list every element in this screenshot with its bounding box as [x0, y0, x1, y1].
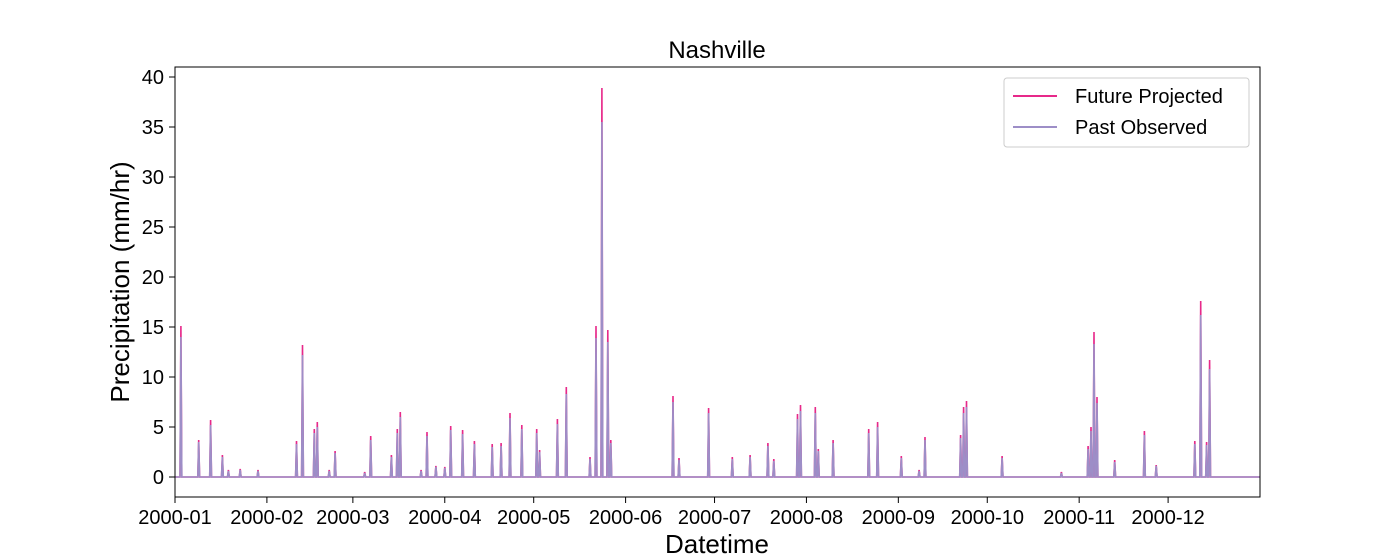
legend-label-past-observed: Past Observed [1075, 117, 1207, 139]
x-tick-label: 2000-05 [497, 507, 570, 529]
x-tick-label: 2000-03 [316, 507, 389, 529]
x-tick-label: 2000-06 [589, 507, 662, 529]
x-tick-label: 2000-09 [862, 507, 935, 529]
series-layer [175, 87, 1260, 478]
y-axis-label: Precipitation (mm/hr) [105, 161, 135, 402]
x-tick-label: 2000-07 [678, 507, 751, 529]
y-tick-label: 35 [142, 117, 164, 139]
plot-area-frame [174, 66, 1261, 498]
y-tick-label: 40 [142, 67, 164, 89]
y-tick-label: 5 [153, 417, 164, 439]
series-line-past-observed [175, 121, 1260, 478]
chart-title: Nashville [668, 37, 765, 64]
y-tick-label: 10 [142, 367, 164, 389]
legend-box [1003, 77, 1250, 148]
y-tick-label: 15 [142, 317, 164, 339]
x-tick-label: 2000-11 [1043, 507, 1115, 529]
x-tick-label: 2000-04 [408, 507, 481, 529]
y-tick-label: 20 [142, 267, 164, 289]
x-tick-label: 2000-02 [230, 507, 303, 529]
x-tick-label: 2000-12 [1131, 507, 1204, 529]
x-tick-label: 2000-08 [770, 507, 843, 529]
x-tick-label: 2000-10 [951, 507, 1024, 529]
y-axis: 0 5 10 15 20 25 30 35 40 [142, 67, 175, 489]
x-axis-label: Datetime [665, 529, 769, 559]
y-tick-label: 25 [142, 217, 164, 239]
x-axis: 2000-01 2000-02 2000-03 2000-04 2000-05 2000-… [138, 497, 1205, 529]
legend: Future Projected Past Observed [1003, 77, 1250, 148]
y-tick-label: 30 [142, 167, 164, 189]
x-tick-label: 2000-01 [138, 507, 211, 529]
legend-label-future-projected: Future Projected [1075, 86, 1223, 108]
y-tick-label: 0 [153, 467, 164, 489]
